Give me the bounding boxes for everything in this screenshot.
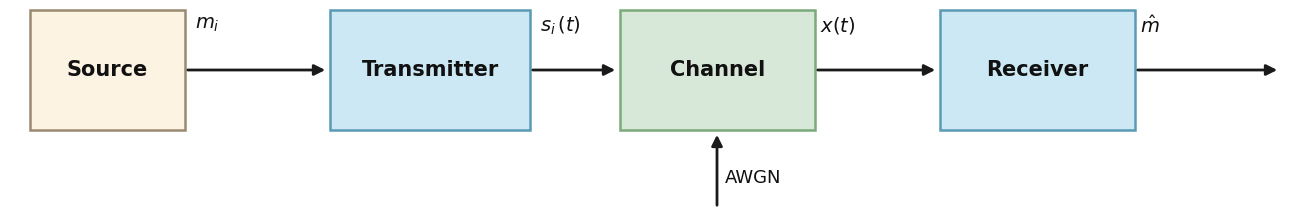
Bar <box>940 10 1135 130</box>
Text: AWGN: AWGN <box>725 169 781 187</box>
Text: Source: Source <box>66 60 148 80</box>
Text: $s_i\,(t)$: $s_i\,(t)$ <box>540 15 581 37</box>
Text: $x(t)$: $x(t)$ <box>820 15 855 36</box>
Text: $\hat{m}$: $\hat{m}$ <box>1140 15 1160 37</box>
Text: $m_i$: $m_i$ <box>195 15 220 34</box>
Text: Receiver: Receiver <box>987 60 1088 80</box>
Bar <box>330 10 530 130</box>
Bar <box>30 10 185 130</box>
Text: Transmitter: Transmitter <box>361 60 499 80</box>
Text: Channel: Channel <box>670 60 766 80</box>
Bar <box>620 10 815 130</box>
